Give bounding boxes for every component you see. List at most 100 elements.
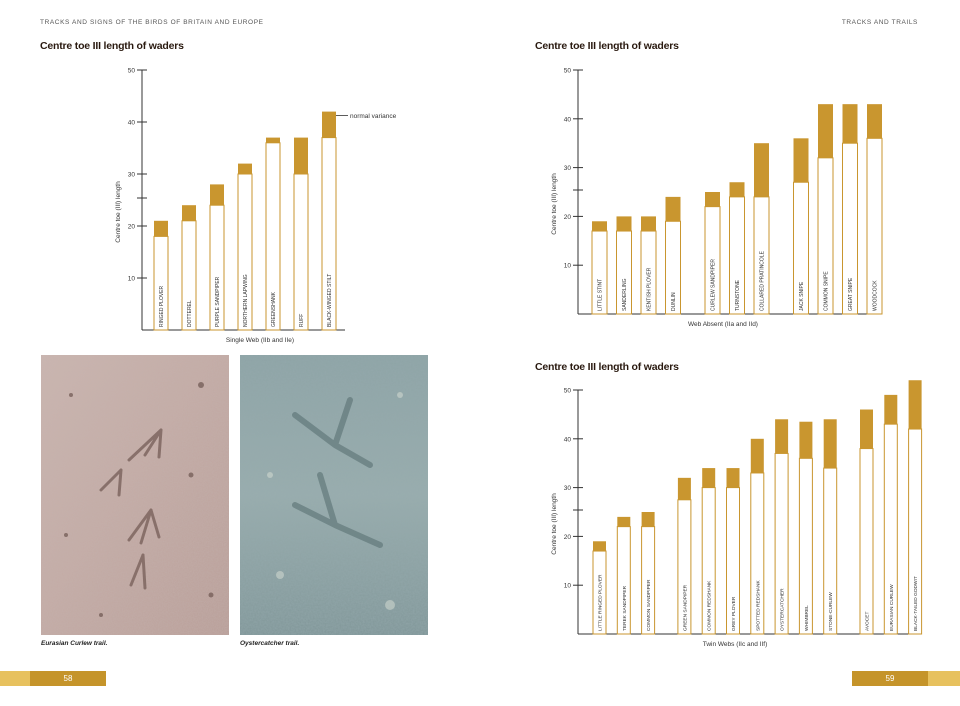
- y-tick-label: 30: [128, 172, 136, 179]
- y-tick-label: 10: [564, 263, 572, 270]
- bar-base: [616, 526, 631, 635]
- bar-variance: [593, 541, 606, 552]
- category-label: GREY PLOVER: [731, 596, 737, 631]
- bar-variance: [884, 394, 898, 425]
- y-tick-label: 20: [564, 534, 572, 541]
- y-tick-label: 20: [128, 224, 136, 231]
- y-tick-label: 30: [564, 485, 572, 492]
- category-label: TEREK SANDPIPER: [622, 585, 628, 631]
- bar-variance: [592, 221, 607, 232]
- bar-variance: [266, 137, 280, 143]
- bar-variance: [726, 468, 740, 488]
- category-label: GREENSHANK: [271, 291, 277, 327]
- bar-variance: [641, 512, 655, 527]
- bar-base: [859, 448, 874, 635]
- bar-variance: [867, 104, 882, 139]
- bar-base: [908, 428, 923, 635]
- y-axis-label: Centre toe (III) length: [551, 493, 558, 555]
- chart3-title: Centre toe III length of waders: [535, 361, 679, 373]
- category-label: COLLARED PRATINCOLE: [760, 250, 766, 311]
- category-label: OYSTERCATCHER: [780, 588, 786, 631]
- category-label: LITTLE STINT: [598, 279, 604, 311]
- photo2-caption: Oystercatcher trail.: [240, 640, 300, 647]
- y-tick-label: 40: [564, 436, 572, 443]
- category-label: PURPLE SANDPIPER: [215, 276, 221, 327]
- category-label: BLACK-WINGED STILT: [327, 274, 333, 327]
- bar-variance: [210, 184, 224, 206]
- category-label: NORTHERN LAPWING: [243, 274, 249, 327]
- category-label: KENTISH PLOVER: [647, 267, 653, 311]
- category-label: JACK SNIPE: [799, 281, 805, 311]
- category-label: COMMON SANDPIPER: [646, 579, 652, 631]
- bar-variance: [860, 409, 873, 449]
- bar-variance: [754, 143, 769, 197]
- y-tick-label: 40: [128, 120, 136, 127]
- bar-variance: [294, 137, 308, 174]
- category-label: SPOTTED REDSHANK: [755, 580, 761, 631]
- category-label: EURASIAN CURLEW: [889, 584, 895, 631]
- x-axis-label: Single Web (IIb and IIe): [226, 337, 294, 344]
- bar-variance: [842, 104, 858, 144]
- category-label: BLACK-TAILED GODWIT: [913, 576, 919, 631]
- bar-base: [866, 137, 883, 315]
- x-axis-label: Twin Webs (IIc and IIf): [703, 641, 768, 648]
- category-label: AVOCET: [865, 612, 871, 631]
- chart1-title: Centre toe III length of waders: [40, 40, 184, 52]
- bar-variance: [182, 205, 196, 221]
- chart-single-web: 10 20 30 40 50 Centre toe (III) length RINGED …: [115, 68, 397, 345]
- bar-variance: [616, 216, 632, 232]
- page-number-left: 58: [30, 671, 106, 686]
- bar-base: [321, 137, 337, 331]
- y-axis-label: Centre toe (III) length: [115, 181, 122, 243]
- bar-variance: [750, 438, 764, 473]
- category-label: TURNSTONE: [735, 279, 741, 311]
- bar-variance: [818, 104, 833, 158]
- bar-variance: [677, 477, 691, 500]
- running-head-right: TRACKS AND TRAILS: [841, 19, 918, 26]
- category-label: DOTTEREL: [187, 300, 193, 327]
- y-tick-label: 50: [564, 388, 572, 395]
- bar-variance: [702, 468, 716, 488]
- bar-variance: [705, 192, 720, 207]
- category-label: LITTLE RINGED PLOVER: [598, 574, 604, 631]
- bar-variance: [238, 163, 252, 174]
- chart2-title: Centre toe III length of waders: [535, 40, 679, 52]
- category-label: DUNLIN: [671, 292, 677, 311]
- chart-twin-webs: 10 20 30 40 50 Centre toe (III) length LITTLE …: [551, 380, 923, 648]
- category-label: COMMON REDSHANK: [707, 580, 713, 631]
- category-label: WHIMBREL: [804, 605, 810, 631]
- bar-variance: [729, 182, 745, 197]
- bar-variance: [617, 516, 631, 527]
- bar-base: [293, 173, 309, 331]
- y-tick-label: 20: [564, 214, 572, 221]
- category-label: RINGED PLOVER: [159, 285, 165, 327]
- bar-variance: [322, 111, 336, 138]
- bar-variance: [793, 138, 809, 183]
- category-label: STONE-CURLEW: [828, 592, 834, 631]
- bar-variance: [641, 216, 656, 232]
- bar-variance: [908, 380, 922, 430]
- y-tick-label: 50: [128, 68, 136, 75]
- annotation-label: normal variance: [350, 113, 397, 120]
- photo-oystercatcher-trail: [240, 355, 428, 635]
- bar-base: [677, 499, 692, 635]
- bar-base: [883, 423, 898, 635]
- bar-variance: [154, 220, 168, 237]
- y-axis-label: Centre toe (III) length: [551, 173, 558, 235]
- bar-base: [798, 457, 813, 635]
- y-tick-label: 50: [564, 68, 572, 75]
- bar-base: [823, 467, 838, 635]
- y-tick-label: 40: [564, 116, 572, 123]
- chart-web-absent: 10 20 30 40 50 Centre toe (III) length LITTLE …: [551, 68, 883, 328]
- category-label: WOODCOCK: [873, 280, 879, 311]
- page-number-right: 59: [852, 671, 928, 686]
- bar-variance: [823, 419, 837, 469]
- photo1-caption: Eurasian Curlew trail.: [41, 640, 108, 647]
- y-tick-label: 10: [128, 276, 136, 283]
- bar-variance: [775, 419, 789, 454]
- category-label: SANDERLING: [622, 278, 628, 311]
- x-axis-label: Web Absent (IIa and IId): [688, 321, 758, 328]
- category-label: RUFF: [299, 314, 305, 327]
- photo-eurasian-curlew-trail: [41, 355, 229, 635]
- category-label: CURLEW SANDPIPER: [711, 259, 717, 311]
